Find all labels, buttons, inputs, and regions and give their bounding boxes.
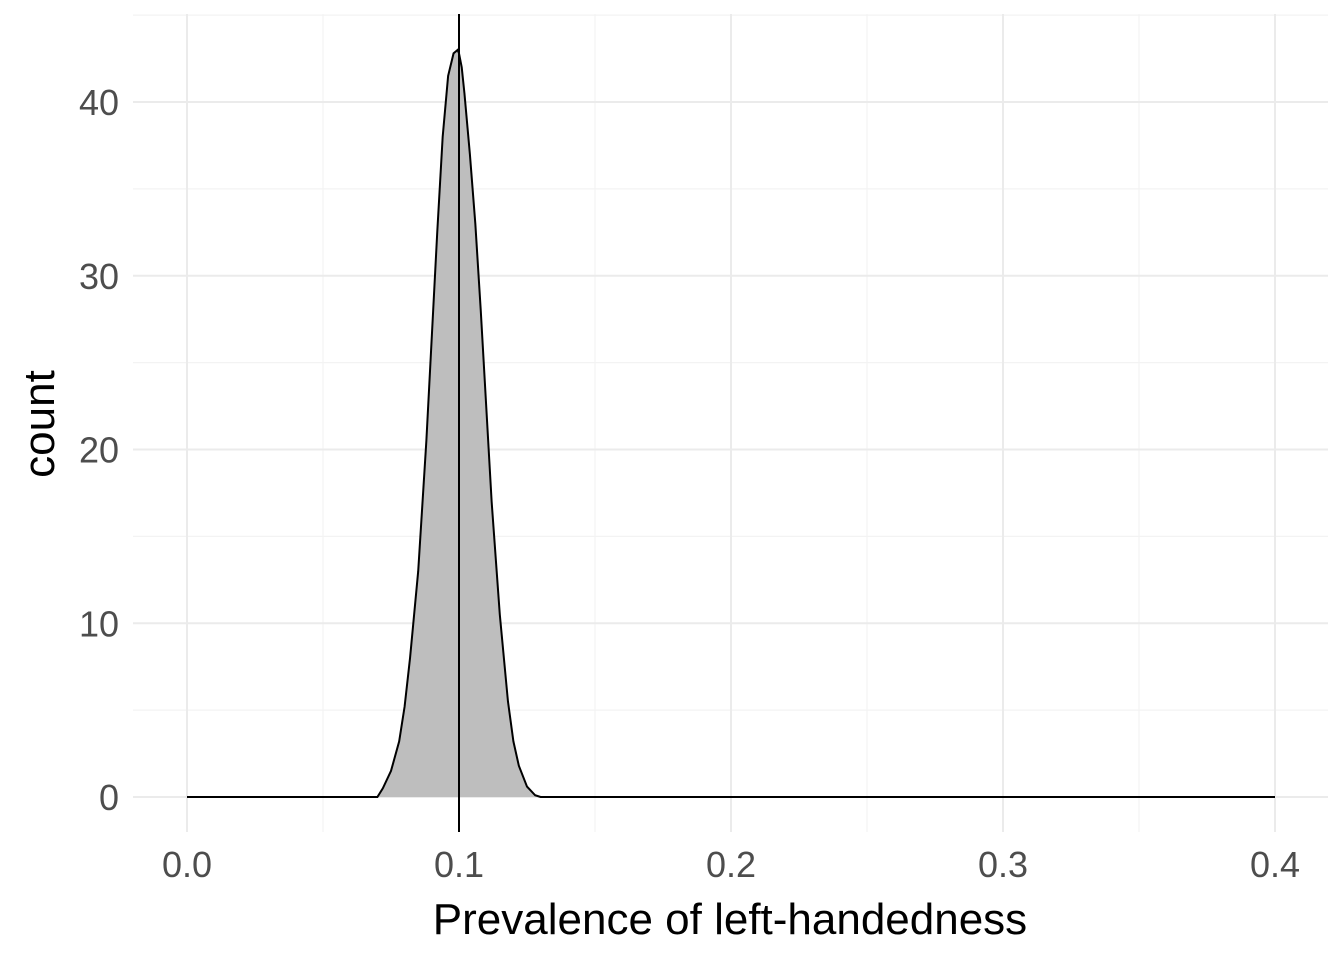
x-tick-label: 0.2 — [706, 844, 756, 885]
y-tick-label: 0 — [99, 777, 119, 818]
x-tick-label: 0.3 — [978, 844, 1028, 885]
y-tick-label: 40 — [79, 82, 119, 123]
y-tick-label: 30 — [79, 256, 119, 297]
y-axis-ticks: 0 10 20 30 40 — [79, 82, 119, 818]
y-tick-label: 20 — [79, 430, 119, 471]
x-tick-label: 0.4 — [1250, 844, 1300, 885]
major-gridlines — [133, 14, 1328, 832]
x-tick-label: 0.0 — [162, 844, 212, 885]
x-tick-label: 0.1 — [434, 844, 484, 885]
y-tick-label: 10 — [79, 603, 119, 644]
x-axis-title: Prevalence of left-handedness — [433, 895, 1027, 944]
y-axis-title: count — [15, 370, 64, 478]
x-axis-ticks: 0.0 0.1 0.2 0.3 0.4 — [162, 844, 1300, 885]
